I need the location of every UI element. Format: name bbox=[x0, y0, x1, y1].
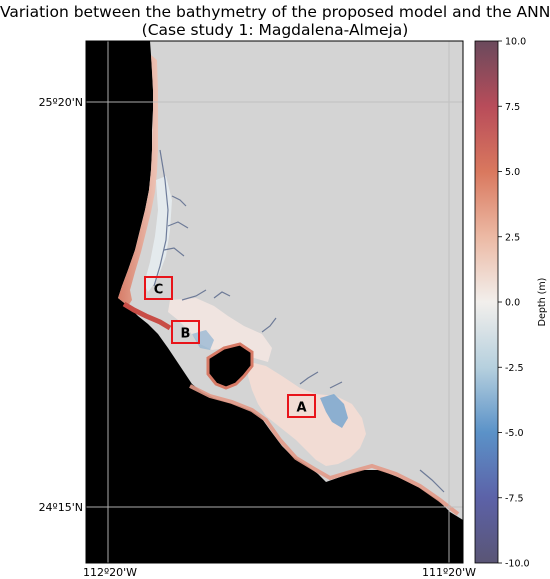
colorbar-tick-label: 7.5 bbox=[505, 102, 520, 113]
colorbar-ticks: 10.0 7.5 5.0 2.5 0.0 -2.5 -5.0 -7.5 -10.0 bbox=[498, 37, 530, 570]
map-title-line-1: Variation between the bathymetry of the … bbox=[0, 3, 550, 21]
colorbar-tick-label: 5.0 bbox=[505, 167, 520, 178]
bay-south bbox=[248, 362, 366, 466]
map-frame bbox=[85, 40, 464, 564]
colorbar-tick-label: -7.5 bbox=[505, 493, 524, 504]
colorbar-tick-label: -10.0 bbox=[505, 559, 530, 570]
x-tick-111-20W: 111º20'W bbox=[422, 566, 476, 579]
south-coast-band bbox=[189, 384, 460, 516]
coast-difference-band bbox=[118, 55, 158, 306]
colorbar: 10.0 7.5 5.0 2.5 0.0 -2.5 -5.0 -7.5 -10.0 Depth … bbox=[474, 37, 548, 570]
region-label-b: B bbox=[181, 327, 191, 342]
b-coast-band bbox=[122, 301, 172, 331]
land bbox=[118, 41, 463, 520]
colorbar-tick-label: 2.5 bbox=[505, 232, 520, 243]
map-title-line-2: (Case study 1: Magdalena-Almeja) bbox=[141, 21, 409, 39]
colorbar-tick-label: -2.5 bbox=[505, 363, 524, 374]
y-tick-25-20N: 25º20'N bbox=[39, 96, 83, 109]
bay-south-channel bbox=[320, 394, 348, 428]
graticule bbox=[86, 41, 463, 563]
map-panel: A B C bbox=[86, 41, 463, 563]
colorbar-label: Depth (m) bbox=[537, 278, 548, 327]
bay-central bbox=[168, 298, 272, 362]
colorbar-tick-label: 10.0 bbox=[505, 37, 526, 48]
lagoon-north bbox=[144, 176, 172, 292]
bay-central-channel bbox=[192, 330, 214, 350]
cove-rim bbox=[206, 342, 254, 390]
colorbar-tick-label: 0.0 bbox=[505, 298, 520, 309]
region-label-a: A bbox=[296, 401, 306, 416]
colorbar-bar bbox=[474, 40, 499, 564]
y-tick-24-15N: 24º15'N bbox=[39, 501, 83, 514]
colorbar-tick-label: -5.0 bbox=[505, 428, 524, 439]
x-tick-112-20W: 112º20'W bbox=[83, 566, 137, 579]
region-box-c: C bbox=[144, 276, 173, 300]
region-label-c: C bbox=[154, 283, 164, 298]
region-box-a: A bbox=[287, 394, 316, 418]
region-box-b: B bbox=[171, 320, 200, 344]
channel-lines bbox=[153, 149, 445, 493]
